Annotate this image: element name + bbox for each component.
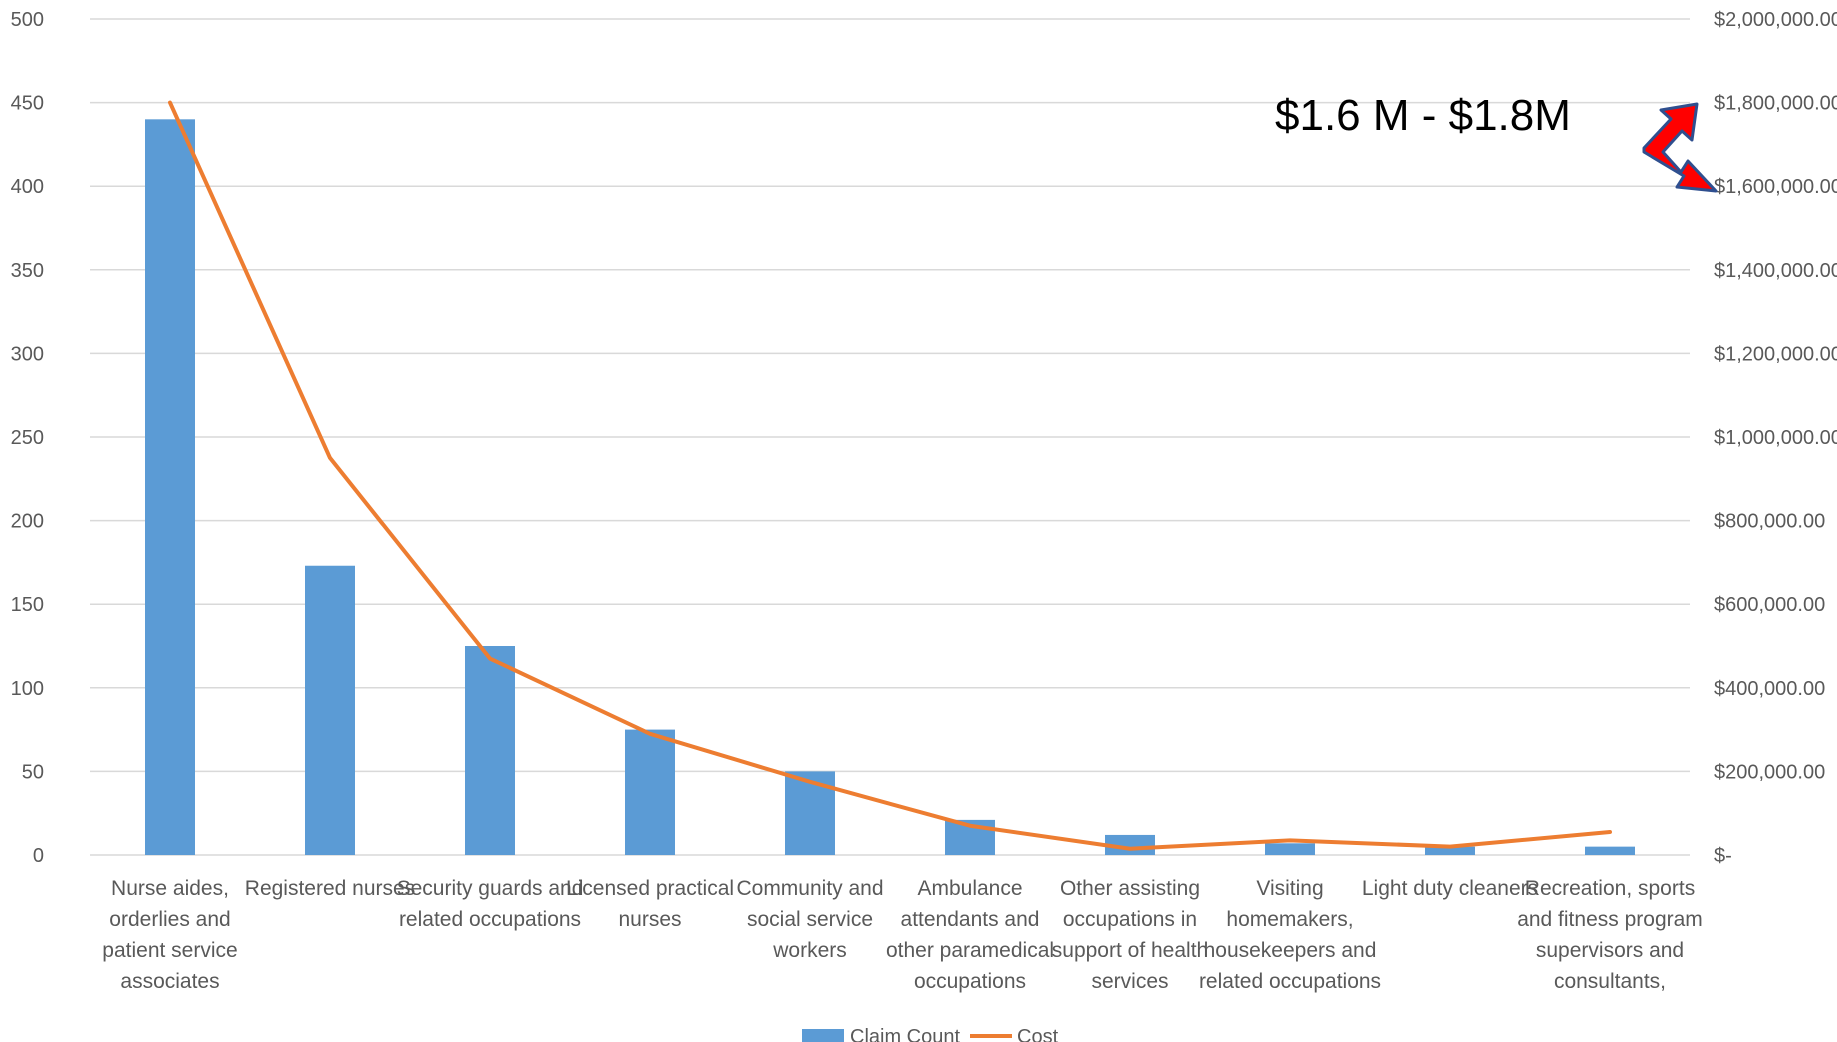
bar-claim-count: [1585, 847, 1635, 855]
legend: Claim Count Cost: [802, 1026, 1059, 1042]
left-axis-tick-label: 450: [11, 93, 44, 115]
double-arrow-icon: [1644, 104, 1716, 191]
legend-label-claim-count: Claim Count: [850, 1026, 960, 1042]
line-cost: [170, 103, 1610, 849]
right-axis-tick-label: $400,000.00: [1714, 678, 1825, 700]
bar-claim-count: [785, 771, 835, 855]
left-axis-tick-label: 250: [11, 427, 44, 449]
category-label: Nurse aides, orderlies and patient service…: [102, 877, 237, 993]
cost-line-series: [170, 103, 1610, 849]
right-axis-tick-label: $200,000.00: [1714, 761, 1825, 783]
right-axis-tick-label: $-: [1714, 845, 1732, 867]
bar-claim-count: [1265, 843, 1315, 855]
left-axis-tick-label: 0: [33, 845, 44, 867]
left-axis-tick-label: 200: [11, 511, 44, 533]
category-label: Licensed practical nurses: [566, 877, 734, 931]
bar-claim-count: [305, 566, 355, 855]
left-axis-tick-label: 50: [22, 761, 44, 783]
right-axis-tick-label: $1,600,000.00: [1714, 176, 1837, 198]
category-label: Security guards and related occupations: [397, 877, 584, 931]
category-label: Visiting homemakers, housekeepers and relat…: [1199, 877, 1381, 993]
category-labels: Nurse aides, orderlies and patient service…: [102, 877, 1703, 993]
right-axis-tick-label: $1,800,000.00: [1714, 93, 1837, 115]
bar-claim-count: [145, 119, 195, 855]
right-axis-tick-label: $800,000.00: [1714, 511, 1825, 533]
category-label: Registered nurses: [245, 877, 415, 900]
category-label: Other assisting occupations in support of …: [1052, 877, 1208, 993]
legend-swatch-claim-count: [802, 1029, 844, 1042]
left-axis-tick-label: 400: [11, 176, 44, 198]
right-axis-tick-label: $2,000,000.00: [1714, 9, 1837, 31]
right-axis-ticks: $- $200,000.00 $400,000.00 $600,000.00 $800,…: [1714, 9, 1837, 867]
left-axis-tick-label: 300: [11, 343, 44, 365]
category-label: Recreation, sports and fitness program sup…: [1517, 877, 1703, 993]
right-axis-tick-label: $1,000,000.00: [1714, 427, 1837, 449]
left-axis-tick-label: 150: [11, 594, 44, 616]
right-axis-tick-label: $1,200,000.00: [1714, 343, 1837, 365]
category-label: Community and social service workers: [736, 877, 883, 962]
cost-range-annotation: $1.6 M - $1.8M: [1275, 91, 1571, 140]
right-axis-tick-label: $1,400,000.00: [1714, 260, 1837, 282]
category-label: Light duty cleaners: [1362, 877, 1538, 900]
claim-count-bars: [145, 119, 1635, 855]
left-axis-tick-label: 100: [11, 678, 44, 700]
left-axis-tick-label: 350: [11, 260, 44, 282]
bar-claim-count: [465, 646, 515, 855]
left-axis-ticks: 0 50 100 150 200 250 300 350 400 450 500: [11, 9, 44, 867]
category-label: Ambulance attendants and other paramedical…: [886, 877, 1054, 993]
bar-claim-count: [625, 730, 675, 855]
left-axis-tick-label: 500: [11, 9, 44, 31]
right-axis-tick-label: $600,000.00: [1714, 594, 1825, 616]
legend-label-cost: Cost: [1017, 1026, 1059, 1042]
